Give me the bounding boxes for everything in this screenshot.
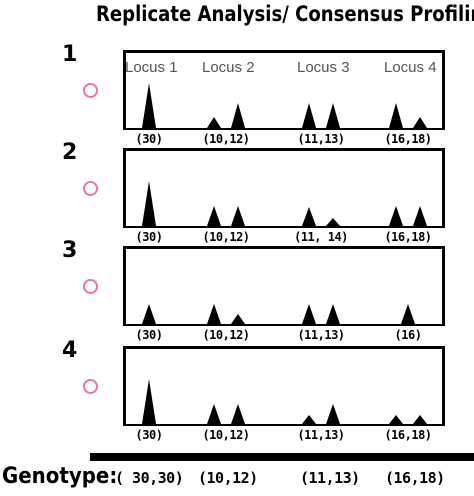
electropherogram-panel [123,50,445,130]
replicate-circle-marker [83,279,98,294]
locus-label: Locus 3 [297,59,350,76]
allele-peak [207,304,221,324]
allele-peak [142,379,156,424]
allele-peak [302,103,316,128]
allele-peak [389,206,403,226]
allele-call: (11, 14) [294,230,348,244]
electropherogram-panel [123,246,445,326]
allele-peak [231,103,245,128]
genotype-value: (11,13) [300,469,360,487]
allele-peak [326,404,340,424]
allele-call: (11,13) [297,132,345,146]
replicate-number: 4 [62,338,78,363]
allele-call: (30) [135,132,163,146]
allele-call: (16) [394,328,422,342]
allele-peak [207,404,221,424]
allele-peak [302,415,316,424]
consensus-divider [90,453,474,461]
allele-call: (30) [135,230,163,244]
locus-label: Locus 4 [384,59,437,76]
allele-call: (16,18) [384,428,432,442]
allele-peak [142,304,156,324]
allele-call: (10,12) [202,328,250,342]
allele-call: (10,12) [202,428,250,442]
allele-peak [231,314,245,324]
allele-call: (30) [135,328,163,342]
allele-peak [142,83,156,128]
allele-peak [413,415,427,424]
allele-peak [302,304,316,324]
replicate-number: 1 [62,42,78,67]
allele-peak [302,207,316,226]
allele-peak [142,181,156,226]
genotype-value: (10,12) [198,469,258,487]
allele-peak [231,206,245,226]
allele-peak [207,117,221,128]
allele-peak [326,304,340,324]
allele-peak [389,415,403,424]
genotype-value: (16,18) [385,469,445,487]
allele-call: (10,12) [202,230,250,244]
allele-call: (10,12) [202,132,250,146]
genotype-label: Genotype: [2,464,118,489]
electropherogram-panel [123,346,445,426]
locus-label: Locus 2 [202,59,255,76]
allele-call: (11,13) [297,328,345,342]
replicate-circle-marker [83,181,98,196]
locus-label: Locus 1 [125,59,178,76]
allele-peak [207,206,221,226]
allele-peak [389,103,403,128]
allele-peak [326,218,340,226]
genotype-value: ( 30,30) [115,469,184,487]
replicate-number: 2 [62,140,78,165]
electropherogram-panel [123,148,445,228]
allele-peak [413,117,427,128]
allele-peak [413,206,427,226]
replicate-circle-marker [83,379,98,394]
figure-title: Replicate Analysis/ Consensus Profiling [96,2,474,26]
allele-peak [231,404,245,424]
allele-call: (11,13) [297,428,345,442]
allele-call: (16,18) [384,132,432,146]
allele-peak [326,103,340,128]
replicate-circle-marker [83,83,98,98]
allele-call: (16,18) [384,230,432,244]
replicate-number: 3 [62,238,78,263]
allele-peak [401,304,415,324]
allele-call: (30) [135,428,163,442]
